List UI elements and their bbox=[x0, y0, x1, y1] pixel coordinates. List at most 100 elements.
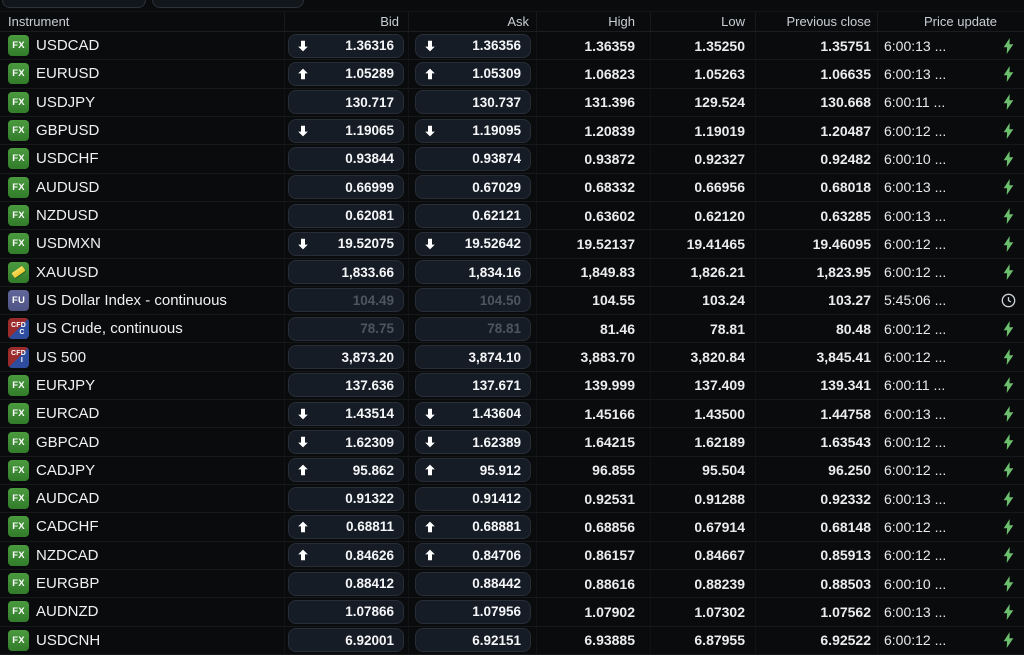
bid-button[interactable]: 19.52075 bbox=[288, 231, 404, 256]
ask-button[interactable]: 1.62389 bbox=[415, 430, 531, 455]
table-row[interactable]: FU US Dollar Index - continuous 104.49 1… bbox=[0, 287, 1024, 316]
high-value: 1.64215 bbox=[536, 428, 650, 455]
table-row[interactable]: FX AUDNZD 1.07866 1.07956 1.07902 1.0730… bbox=[0, 598, 1024, 627]
ask-button[interactable]: 1.19095 bbox=[415, 118, 531, 143]
price-direction-arrow-icon bbox=[297, 436, 310, 449]
low-value: 1.05263 bbox=[650, 60, 755, 87]
ask-button[interactable]: 1.43604 bbox=[415, 401, 531, 426]
price-update-time: 6:00:13 ... bbox=[884, 37, 947, 54]
table-row[interactable]: FX CADCHF 0.68811 0.68881 0.68856 0.6791… bbox=[0, 513, 1024, 542]
instrument-type-badge: FX bbox=[8, 63, 29, 85]
price-update-time: 6:00:12 ... bbox=[884, 434, 947, 451]
table-row[interactable]: FX AUDCAD 0.91322 0.91412 0.92531 0.9128… bbox=[0, 485, 1024, 514]
instrument-name: GBPCAD bbox=[36, 433, 100, 451]
toolbar-button-right[interactable] bbox=[152, 0, 304, 8]
bid-button[interactable]: 0.93844 bbox=[288, 146, 404, 171]
ask-button[interactable]: 0.88442 bbox=[415, 571, 531, 596]
table-row[interactable]: FX CADJPY 95.862 95.912 96.855 95.504 96… bbox=[0, 457, 1024, 485]
table-row[interactable]: FX USDCAD 1.36316 1.36356 1.36359 1.3525… bbox=[0, 32, 1024, 61]
table-row[interactable]: XAUUSD 1,833.66 1,834.16 1,849.83 1,826.… bbox=[0, 259, 1024, 287]
ask-button[interactable]: 0.93874 bbox=[415, 146, 531, 171]
instrument-type-badge: FX bbox=[8, 176, 29, 198]
bid-button[interactable]: 1.43514 bbox=[288, 401, 404, 426]
ask-price: 1.07956 bbox=[472, 604, 521, 620]
ask-button[interactable]: 1.07956 bbox=[415, 599, 531, 624]
table-row[interactable]: FX GBPCAD 1.62309 1.62389 1.64215 1.6218… bbox=[0, 428, 1024, 457]
ask-button[interactable]: 1.36356 bbox=[415, 33, 531, 58]
ask-price: 0.62121 bbox=[472, 208, 521, 224]
bid-button[interactable]: 1.62309 bbox=[288, 430, 404, 455]
ask-button[interactable]: 0.62121 bbox=[415, 203, 531, 228]
table-row[interactable]: FX USDMXN 19.52075 19.52642 19.52137 19.… bbox=[0, 230, 1024, 259]
price-direction-arrow-icon bbox=[297, 605, 310, 618]
ask-button[interactable]: 1.05309 bbox=[415, 61, 531, 86]
bid-button[interactable]: 0.68811 bbox=[288, 514, 404, 539]
bid-button[interactable]: 1.05289 bbox=[288, 61, 404, 86]
table-row[interactable]: FX EURGBP 0.88412 0.88442 0.88616 0.8823… bbox=[0, 570, 1024, 599]
instrument-type-badge: FX bbox=[8, 233, 29, 255]
previous-close-value: 1.63543 bbox=[755, 428, 877, 455]
instrument-type-badge: CFD I bbox=[8, 346, 29, 368]
bid-button[interactable]: 95.862 bbox=[288, 458, 404, 483]
ask-button[interactable]: 0.68881 bbox=[415, 514, 531, 539]
ask-price: 1,834.16 bbox=[468, 264, 521, 280]
bid-button[interactable]: 130.717 bbox=[288, 90, 404, 115]
bid-button[interactable]: 1.19065 bbox=[288, 118, 404, 143]
table-row[interactable]: FX EURCAD 1.43514 1.43604 1.45166 1.4350… bbox=[0, 400, 1024, 429]
table-row[interactable]: FX EURUSD 1.05289 1.05309 1.06823 1.0526… bbox=[0, 60, 1024, 89]
bid-price: 1.43514 bbox=[345, 406, 394, 422]
instrument-type-badge: FU bbox=[8, 289, 29, 311]
table-row[interactable]: FX GBPUSD 1.19065 1.19095 1.20839 1.1901… bbox=[0, 117, 1024, 146]
ask-button[interactable]: 130.737 bbox=[415, 90, 531, 115]
table-row[interactable]: CFD I US 500 3,873.20 3,874.10 3,883.70 3… bbox=[0, 343, 1024, 372]
high-value: 1.06823 bbox=[536, 60, 650, 87]
price-direction-arrow-icon bbox=[297, 577, 310, 590]
ask-button[interactable]: 78.81 bbox=[415, 316, 531, 341]
ask-button[interactable]: 1,834.16 bbox=[415, 260, 531, 285]
table-row[interactable]: FX USDJPY 130.717 130.737 131.396 129.52… bbox=[0, 89, 1024, 117]
bid-button[interactable]: 1.07866 bbox=[288, 599, 404, 624]
toolbar-button-left[interactable] bbox=[2, 0, 146, 8]
price-direction-arrow-icon bbox=[297, 549, 310, 562]
table-row[interactable]: FX NZDUSD 0.62081 0.62121 0.63602 0.6212… bbox=[0, 202, 1024, 231]
bid-button[interactable]: 1.36316 bbox=[288, 33, 404, 58]
table-row[interactable]: FX EURJPY 137.636 137.671 139.999 137.40… bbox=[0, 372, 1024, 401]
table-row[interactable]: FX NZDCAD 0.84626 0.84706 0.86157 0.8466… bbox=[0, 542, 1024, 570]
table-row[interactable]: FX USDCHF 0.93844 0.93874 0.93872 0.9232… bbox=[0, 145, 1024, 174]
bid-button[interactable]: 1,833.66 bbox=[288, 260, 404, 285]
bid-button[interactable]: 0.84626 bbox=[288, 543, 404, 568]
instrument-type-badge: FX bbox=[8, 148, 29, 170]
bid-button[interactable]: 137.636 bbox=[288, 373, 404, 398]
live-lightning-icon bbox=[999, 462, 1017, 479]
ask-button[interactable]: 19.52642 bbox=[415, 231, 531, 256]
ask-price: 0.91412 bbox=[472, 491, 521, 507]
ask-button[interactable]: 0.67029 bbox=[415, 175, 531, 200]
ask-button[interactable]: 0.91412 bbox=[415, 486, 531, 511]
bid-price: 0.84626 bbox=[345, 547, 394, 563]
bid-button[interactable]: 78.75 bbox=[288, 316, 404, 341]
table-row[interactable]: FX AUDUSD 0.66999 0.67029 0.68332 0.6695… bbox=[0, 174, 1024, 202]
ask-button[interactable]: 0.84706 bbox=[415, 543, 531, 568]
bid-button[interactable]: 0.91322 bbox=[288, 486, 404, 511]
table-row[interactable]: CFD C US Crude, continuous 78.75 78.81 81… bbox=[0, 315, 1024, 344]
table-row[interactable]: FX USDCNH 6.92001 6.92151 6.93885 6.8795… bbox=[0, 627, 1024, 655]
bid-button[interactable]: 0.66999 bbox=[288, 175, 404, 200]
bid-button[interactable]: 0.88412 bbox=[288, 571, 404, 596]
ask-button[interactable]: 3,874.10 bbox=[415, 345, 531, 370]
high-value: 1.45166 bbox=[536, 400, 650, 427]
ask-button[interactable]: 137.671 bbox=[415, 373, 531, 398]
instrument-name: US Crude, continuous bbox=[36, 320, 183, 338]
bid-button[interactable]: 0.62081 bbox=[288, 203, 404, 228]
ask-button[interactable]: 6.92151 bbox=[415, 628, 531, 653]
high-value: 1.36359 bbox=[536, 32, 650, 59]
ask-button[interactable]: 95.912 bbox=[415, 458, 531, 483]
bid-button[interactable]: 104.49 bbox=[288, 288, 404, 313]
instrument-name: EURGBP bbox=[36, 575, 100, 593]
bid-button[interactable]: 3,873.20 bbox=[288, 345, 404, 370]
live-lightning-icon bbox=[999, 122, 1017, 139]
ask-price: 104.50 bbox=[479, 292, 521, 308]
ask-button[interactable]: 104.50 bbox=[415, 288, 531, 313]
bid-button[interactable]: 6.92001 bbox=[288, 628, 404, 653]
top-toolbar-cutoff bbox=[0, 0, 1024, 11]
instrument-name: USDCHF bbox=[36, 150, 99, 168]
